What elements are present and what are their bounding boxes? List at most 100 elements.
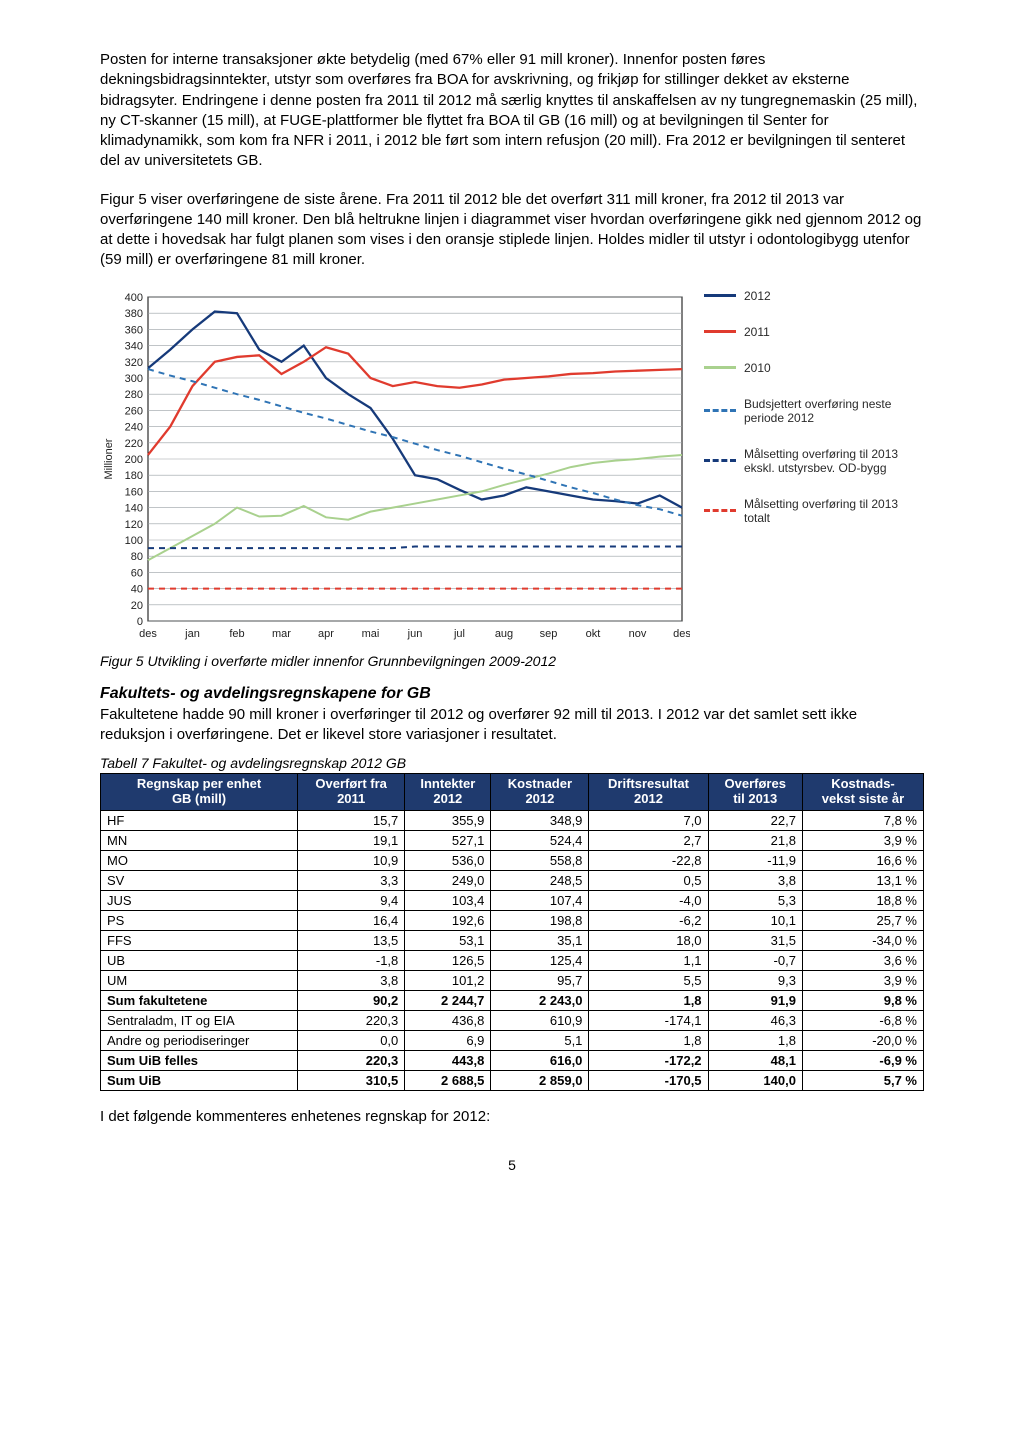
table-cell: 2 859,0 xyxy=(491,1070,589,1090)
table-cell: 2 688,5 xyxy=(405,1070,491,1090)
table-cell: -6,2 xyxy=(589,910,708,930)
table-row: PS16,4192,6198,8-6,210,125,7 % xyxy=(101,910,924,930)
figure-5: 0204060801001201401601802002202402602803… xyxy=(100,289,924,649)
table-cell: 558,8 xyxy=(491,850,589,870)
table-cell: 2,7 xyxy=(589,830,708,850)
svg-text:jun: jun xyxy=(407,628,423,640)
svg-text:340: 340 xyxy=(125,340,143,352)
table-cell: UB xyxy=(101,950,298,970)
table-cell: 3,9 % xyxy=(802,830,923,850)
svg-text:80: 80 xyxy=(131,551,143,563)
table-cell: HF xyxy=(101,810,298,830)
table-cell: -4,0 xyxy=(589,890,708,910)
table-cell: 198,8 xyxy=(491,910,589,930)
svg-text:100: 100 xyxy=(125,535,143,547)
table-cell: 9,4 xyxy=(298,890,405,910)
table-cell: -1,8 xyxy=(298,950,405,970)
svg-text:320: 320 xyxy=(125,356,143,368)
table-cell: 35,1 xyxy=(491,930,589,950)
legend-swatch xyxy=(704,459,736,462)
figure-5-caption: Figur 5 Utvikling i overførte midler inn… xyxy=(100,653,924,669)
svg-text:380: 380 xyxy=(125,308,143,320)
legend-item: Målsetting overføring til 2013 totalt xyxy=(704,497,914,525)
svg-text:0: 0 xyxy=(137,616,143,628)
svg-text:aug: aug xyxy=(495,628,513,640)
table-cell: 348,9 xyxy=(491,810,589,830)
legend-label: 2010 xyxy=(744,361,771,375)
table-cell: -174,1 xyxy=(589,1010,708,1030)
svg-text:des: des xyxy=(673,628,690,640)
table-cell: 13,1 % xyxy=(802,870,923,890)
table-cell: 53,1 xyxy=(405,930,491,950)
legend-item: 2011 xyxy=(704,325,914,339)
table-7: Regnskap per enhetGB (mill)Overført fra2… xyxy=(100,773,924,1091)
table-cell: -20,0 % xyxy=(802,1030,923,1050)
table-cell: 524,4 xyxy=(491,830,589,850)
table-row: UM3,8101,295,75,59,33,9 % xyxy=(101,970,924,990)
table-cell: -6,8 % xyxy=(802,1010,923,1030)
legend-label: 2012 xyxy=(744,289,771,303)
table-cell: MN xyxy=(101,830,298,850)
table-cell: 10,9 xyxy=(298,850,405,870)
table-cell: -22,8 xyxy=(589,850,708,870)
table-cell: 3,8 xyxy=(708,870,802,890)
svg-text:120: 120 xyxy=(125,518,143,530)
table-row: HF15,7355,9348,97,022,77,8 % xyxy=(101,810,924,830)
svg-text:40: 40 xyxy=(131,583,143,595)
svg-text:400: 400 xyxy=(125,292,143,304)
table-cell: Sum UiB xyxy=(101,1070,298,1090)
table: Regnskap per enhetGB (mill)Overført fra2… xyxy=(100,773,924,1091)
table-cell: 9,8 % xyxy=(802,990,923,1010)
table-header-cell: Kostnader2012 xyxy=(491,774,589,811)
legend-label: Budsjettert overføring neste periode 201… xyxy=(744,397,914,425)
table-row: Sum UiB310,52 688,52 859,0-170,5140,05,7… xyxy=(101,1070,924,1090)
table-cell: 95,7 xyxy=(491,970,589,990)
table-cell: 0,5 xyxy=(589,870,708,890)
table-cell: Sum UiB felles xyxy=(101,1050,298,1070)
svg-text:180: 180 xyxy=(125,470,143,482)
table-cell: 1,8 xyxy=(708,1030,802,1050)
svg-text:160: 160 xyxy=(125,486,143,498)
table-cell: Andre og periodiseringer xyxy=(101,1030,298,1050)
svg-text:140: 140 xyxy=(125,502,143,514)
table-header-cell: Overførestil 2013 xyxy=(708,774,802,811)
legend-item: Budsjettert overføring neste periode 201… xyxy=(704,397,914,425)
table-cell: Sentraladm, IT og EIA xyxy=(101,1010,298,1030)
table-cell: 9,3 xyxy=(708,970,802,990)
legend-swatch xyxy=(704,366,736,369)
table-header-cell: Regnskap per enhetGB (mill) xyxy=(101,774,298,811)
table-row: JUS9,4103,4107,4-4,05,318,8 % xyxy=(101,890,924,910)
table-cell: 46,3 xyxy=(708,1010,802,1030)
table-cell: 248,5 xyxy=(491,870,589,890)
legend-swatch xyxy=(704,409,736,412)
table-cell: JUS xyxy=(101,890,298,910)
table-cell: 3,8 xyxy=(298,970,405,990)
table-cell: 3,3 xyxy=(298,870,405,890)
svg-text:240: 240 xyxy=(125,421,143,433)
table-row: SV3,3249,0248,50,53,813,1 % xyxy=(101,870,924,890)
svg-text:jul: jul xyxy=(453,628,465,640)
svg-text:feb: feb xyxy=(229,628,244,640)
table-cell: 5,7 % xyxy=(802,1070,923,1090)
svg-text:280: 280 xyxy=(125,389,143,401)
table-cell: 126,5 xyxy=(405,950,491,970)
table-row: MN19,1527,1524,42,721,83,9 % xyxy=(101,830,924,850)
paragraph-3: Fakultetene hadde 90 mill kroner i overf… xyxy=(100,705,924,746)
table-cell: -11,9 xyxy=(708,850,802,870)
legend-label: Målsetting overføring til 2013 ekskl. ut… xyxy=(744,447,914,475)
table-cell: 436,8 xyxy=(405,1010,491,1030)
table-cell: -6,9 % xyxy=(802,1050,923,1070)
chart-legend: 2012 2011 2010 Budsjettert overføring neste… xyxy=(704,289,914,547)
legend-item: 2010 xyxy=(704,361,914,375)
table-cell: 2 244,7 xyxy=(405,990,491,1010)
table-cell: Sum fakultetene xyxy=(101,990,298,1010)
table-cell: 355,9 xyxy=(405,810,491,830)
table-cell: 192,6 xyxy=(405,910,491,930)
table-cell: 220,3 xyxy=(298,1010,405,1030)
table-row: Andre og periodiseringer0,06,95,11,81,8-… xyxy=(101,1030,924,1050)
legend-item: Målsetting overføring til 2013 ekskl. ut… xyxy=(704,447,914,475)
table-cell: 91,9 xyxy=(708,990,802,1010)
table-cell: -0,7 xyxy=(708,950,802,970)
chart-plot: 0204060801001201401601802002202402602803… xyxy=(100,289,690,649)
svg-text:200: 200 xyxy=(125,454,143,466)
